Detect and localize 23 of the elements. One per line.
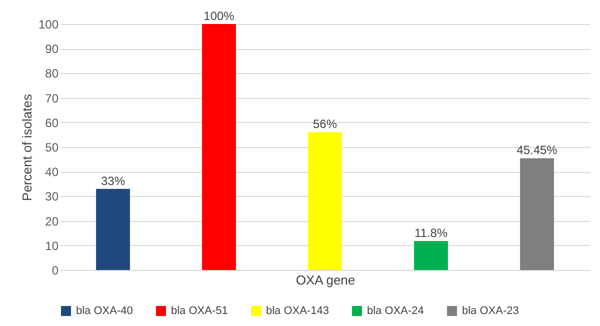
y-tick-label: 70: [45, 91, 59, 106]
y-tick-label: 30: [45, 190, 59, 204]
y-tick-label: 60: [45, 116, 59, 130]
y-tick-label: 50: [45, 140, 59, 154]
data-label: 33%: [100, 174, 126, 188]
y-tick-label: 90: [45, 42, 59, 56]
y-tick-label: 20: [45, 214, 59, 228]
y-axis-title: Percent of isolates: [19, 94, 34, 201]
legend-label: bla OXA-143: [266, 305, 329, 317]
y-tick-label: 80: [45, 66, 59, 81]
data-label: 100%: [204, 9, 235, 23]
data-label: 56%: [312, 117, 338, 132]
legend-label: bla OXA-23: [462, 305, 519, 317]
legend-label: bla OXA-51: [171, 305, 228, 317]
data-label: 11.8%: [414, 226, 448, 240]
y-tick-label: 100: [38, 18, 59, 32]
data-label: 45.45%: [516, 143, 558, 158]
legend-label: bla OXA-40: [76, 305, 133, 317]
y-tick-label: 0: [52, 264, 59, 278]
y-tick-label: 10: [45, 238, 59, 253]
legend-label: bla OXA-24: [367, 305, 424, 317]
x-axis-title: OXA gene: [296, 272, 356, 288]
y-tick-label: 40: [45, 165, 59, 180]
